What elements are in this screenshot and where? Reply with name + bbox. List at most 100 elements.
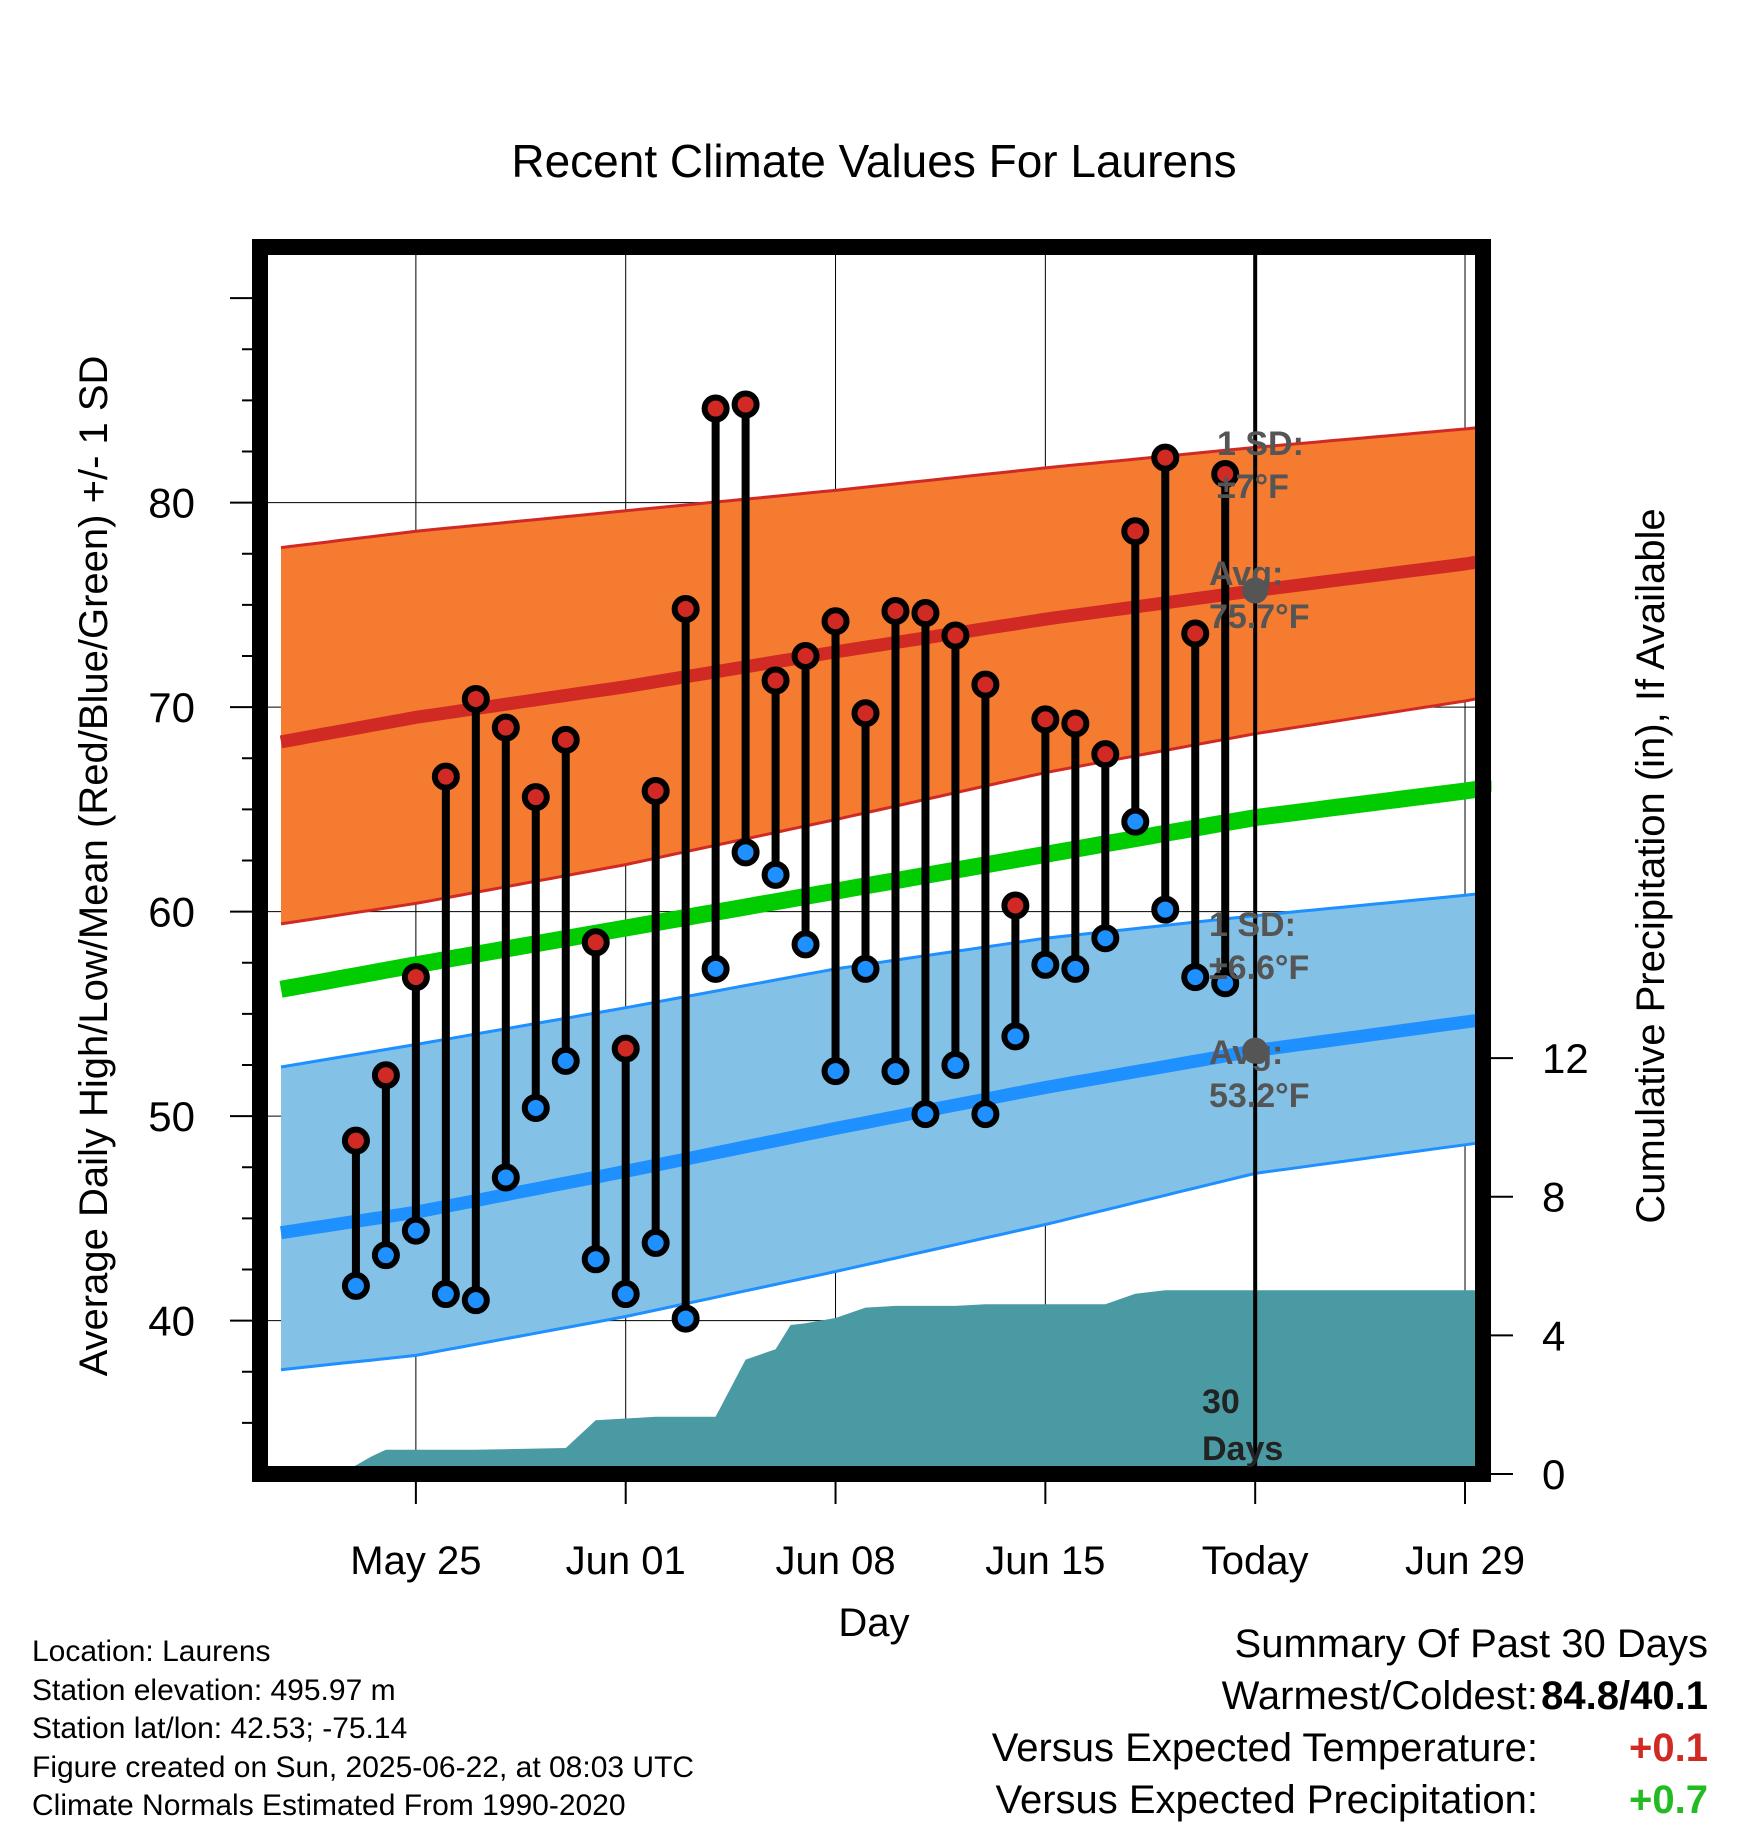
right-tick-label: 0 — [1542, 1451, 1565, 1498]
observed-low-point — [761, 860, 790, 889]
observed-low-point — [1151, 895, 1180, 924]
location-text: Location: Laurens — [32, 1635, 271, 1668]
normals-text: Climate Normals Estimated From 1990-2020 — [32, 1789, 626, 1822]
today-low-marker — [1242, 1037, 1269, 1064]
observed-low-point — [791, 930, 820, 959]
high-band-upper-edge — [280, 420, 1485, 550]
temp-value: +0.1 — [1629, 1726, 1708, 1770]
y-axis-label-right: Cumulative Precipitation (in), If Availa… — [1629, 508, 1673, 1223]
observed-high-point — [761, 666, 790, 695]
left-axis-ticks: 40 50 60 70 80 — [148, 297, 252, 1424]
observed-high-point — [371, 1061, 400, 1090]
precip-cumulative-fill — [340, 1290, 1483, 1474]
observed-high-point — [521, 783, 550, 812]
observed-high-point — [671, 594, 700, 623]
normal-lines — [279, 551, 1492, 1240]
observed-high-point — [461, 684, 490, 713]
temp-label: Versus Expected Temperature: — [991, 1726, 1538, 1770]
warm-cold-value: 84.8/40.1 — [1538, 1674, 1708, 1719]
low-avg-line — [280, 1011, 1490, 1240]
x-tick-label: Jun 29 — [1405, 1539, 1525, 1583]
today-high-marker — [1242, 577, 1269, 604]
summary-panel: Summary Of Past 30 Days Warmest/Coldest:… — [992, 1622, 1708, 1830]
observed-high-point — [551, 725, 580, 754]
plot-area — [252, 239, 1492, 1482]
precip-label: Versus Expected Precipitation: — [995, 1778, 1538, 1822]
x-tick-label: May 25 — [350, 1539, 481, 1583]
observed-high-point — [971, 670, 1000, 699]
observed-low-point — [671, 1304, 700, 1333]
observed-low-point — [1181, 963, 1210, 992]
observed-high-point — [401, 963, 430, 992]
high-band-lower-edge — [280, 686, 1485, 926]
period-label-unit: Days — [1202, 1430, 1283, 1468]
high-sd-band — [281, 420, 1483, 924]
created-text: Figure created on Sun, 2025-06-22, at 08… — [32, 1750, 695, 1784]
summary-heading: Summary Of Past 30 Days — [1234, 1622, 1708, 1666]
mean-avg-line — [279, 779, 1492, 998]
observed-low-point — [911, 1100, 940, 1129]
observed-low-point — [701, 954, 730, 983]
precipitation-area — [340, 1290, 1483, 1474]
observed-low-point — [341, 1271, 370, 1300]
observed-low-point — [1001, 1022, 1030, 1051]
low-avg-label: Avg: — [1209, 1034, 1283, 1072]
right-tick-label: 4 — [1542, 1312, 1565, 1359]
observed-high-point — [1031, 705, 1060, 734]
observed-low-point — [821, 1057, 850, 1086]
observed-high-point — [341, 1126, 370, 1155]
x-axis-ticks: May 25 Jun 01 Jun 08 Jun 15 Today Jun 29 — [350, 1482, 1525, 1583]
observed-high-point — [1001, 891, 1030, 920]
observed-low-point — [551, 1046, 580, 1075]
coldest-value: /40.1 — [1619, 1674, 1708, 1718]
observed-low-point — [941, 1051, 970, 1079]
left-tick-label: 60 — [148, 889, 195, 936]
station-info: Location: Laurens Station elevation: 495… — [32, 1633, 694, 1826]
today-line-group — [1242, 247, 1269, 1474]
right-axis-ticks: 0 4 8 12 — [1491, 1035, 1589, 1498]
observed-high-point — [791, 642, 820, 670]
plot-frame — [252, 239, 1491, 1482]
y-axis-label-left: Average Daily High/Low/Mean (Red/Blue/Gr… — [72, 356, 116, 1377]
x-tick-label: Jun 15 — [985, 1539, 1105, 1583]
observed-low-point — [1061, 954, 1090, 983]
observed-low-point — [431, 1280, 460, 1309]
low-avg-value: 53.2°F — [1209, 1077, 1310, 1115]
summary-precip: Versus Expected Precipitation: +0.7 — [992, 1778, 1708, 1830]
observed-high-point — [911, 599, 940, 628]
left-tick-label: 50 — [148, 1093, 195, 1140]
high-avg-line — [279, 551, 1490, 749]
observed-temperatures — [341, 390, 1240, 1333]
observed-high-point — [1061, 709, 1090, 738]
plot-border — [252, 239, 1491, 1482]
observed-high-point — [431, 762, 460, 791]
warm-cold-label: Warmest/Coldest: — [1221, 1674, 1538, 1718]
observed-high-point — [491, 713, 520, 742]
right-tick-label: 8 — [1542, 1174, 1565, 1221]
x-tick-label: Jun 01 — [566, 1539, 686, 1583]
right-tick-label: 12 — [1542, 1035, 1589, 1082]
precip-value: +0.7 — [1629, 1778, 1708, 1822]
low-sd-value: ±6.6°F — [1209, 949, 1309, 987]
summary-temp: Versus Expected Temperature: +0.1 — [992, 1726, 1708, 1778]
observed-high-point — [731, 390, 760, 419]
left-tick-label: 80 — [148, 480, 195, 527]
normal-bands — [280, 420, 1485, 1372]
x-tick-label: Jun 08 — [775, 1539, 895, 1583]
observed-low-point — [881, 1057, 910, 1086]
observed-high-point — [1091, 740, 1120, 769]
observed-high-point — [1121, 517, 1150, 546]
summary-warm-cold: Warmest/Coldest: 84.8/40.1 — [992, 1674, 1708, 1726]
observed-low-point — [1031, 950, 1060, 979]
observed-high-point — [581, 928, 610, 957]
high-sd-label: 1 SD: — [1217, 425, 1304, 463]
x-axis-label: Day — [838, 1601, 909, 1645]
observed-low-point — [371, 1241, 400, 1270]
chart-title: Recent Climate Values For Laurens — [511, 135, 1236, 187]
observed-high-point — [641, 776, 670, 805]
observed-low-point — [971, 1100, 1000, 1129]
observed-low-point — [731, 838, 760, 867]
observed-high-point — [851, 699, 880, 728]
observed-high-point — [701, 394, 730, 423]
